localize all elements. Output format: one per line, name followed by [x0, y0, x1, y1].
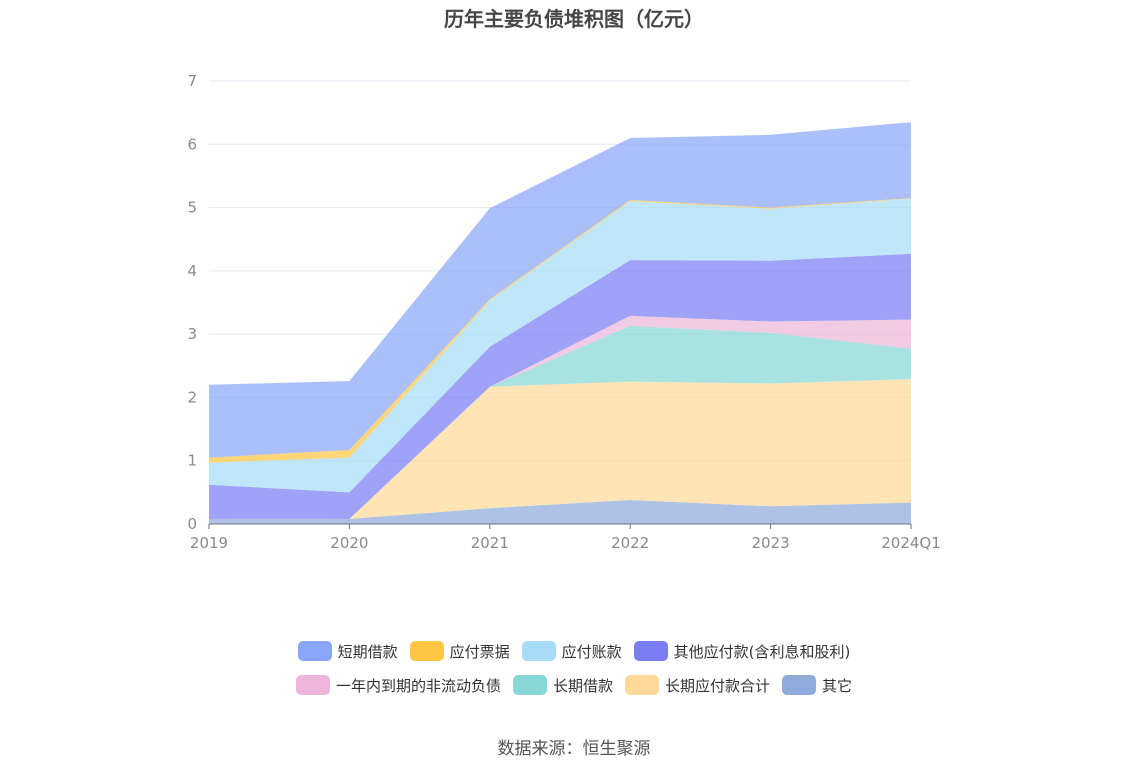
y-tick-label: 0	[187, 515, 197, 533]
chart-title: 历年主要负债堆积图（亿元）	[444, 7, 704, 31]
chart-legend: 短期借款 应付票据 应付账款 其他应付款(含利息和股利) 一年内到期的非流动负债…	[0, 638, 1148, 706]
legend-row-1: 短期借款 应付票据 应付账款 其他应付款(含利息和股利)	[0, 638, 1148, 664]
legend-swatch	[625, 675, 659, 695]
legend-item-long-term-loans[interactable]: 长期借款	[512, 672, 613, 698]
series-area	[209, 500, 911, 524]
legend-item-short-term-loans[interactable]: 短期借款	[297, 638, 398, 664]
legend-row-2: 一年内到期的非流动负债 长期借款 长期应付款合计 其它	[0, 672, 1148, 698]
x-tick-label: 2024Q1	[881, 534, 941, 552]
legend-label: 长期应付款合计	[665, 676, 771, 695]
x-tick-label: 2021	[471, 534, 509, 552]
legend-swatch	[633, 641, 668, 661]
legend-label: 其它	[822, 676, 853, 695]
legend-item-accounts-payable[interactable]: 应付账款	[521, 638, 622, 664]
series-area	[209, 122, 911, 458]
legend-item-current-noncurrent-liabilities[interactable]: 一年内到期的非流动负债	[295, 672, 501, 698]
legend-label: 短期借款	[337, 642, 398, 661]
series-area	[209, 253, 911, 519]
y-tick-label: 7	[187, 72, 197, 90]
legend-label: 其他应付款(含利息和股利)	[673, 642, 851, 661]
y-tick-label: 3	[187, 325, 197, 343]
legend-swatch	[512, 675, 547, 695]
y-tick-label: 4	[187, 262, 197, 280]
legend-item-notes-payable[interactable]: 应付票据	[409, 638, 510, 664]
x-tick-label: 2019	[190, 534, 228, 552]
legend-label: 应付账款	[561, 642, 622, 661]
y-tick-label: 6	[187, 135, 197, 153]
legend-item-other[interactable]: 其它	[782, 672, 852, 698]
y-tick-label: 2	[187, 388, 197, 406]
legend-swatch	[297, 641, 332, 661]
legend-item-other-payables[interactable]: 其他应付款(含利息和股利)	[633, 638, 851, 664]
legend-item-long-term-payables[interactable]: 长期应付款合计	[625, 672, 770, 698]
y-tick-label: 1	[187, 452, 197, 470]
legend-label: 一年内到期的非流动负债	[335, 676, 501, 695]
legend-label: 应付票据	[449, 642, 510, 661]
x-tick-label: 2023	[752, 534, 790, 552]
series-area	[209, 379, 911, 519]
legend-swatch	[295, 675, 330, 695]
x-tick-label: 2020	[330, 534, 368, 552]
y-tick-label: 5	[187, 199, 197, 217]
x-tick-label: 2022	[611, 534, 649, 552]
series-area	[209, 325, 911, 519]
series-area	[209, 198, 911, 493]
stacked-area-chart: 0 1 2 3 4 5 6 7 2019 2020 2021 2022 2023 2024Q1	[187, 72, 941, 552]
data-source-note: 数据来源：恒生聚源	[497, 739, 651, 759]
series-area	[209, 315, 911, 519]
legend-swatch	[782, 675, 817, 695]
legend-label: 长期借款	[552, 676, 613, 695]
legend-swatch	[409, 641, 444, 661]
legend-swatch	[521, 641, 556, 661]
